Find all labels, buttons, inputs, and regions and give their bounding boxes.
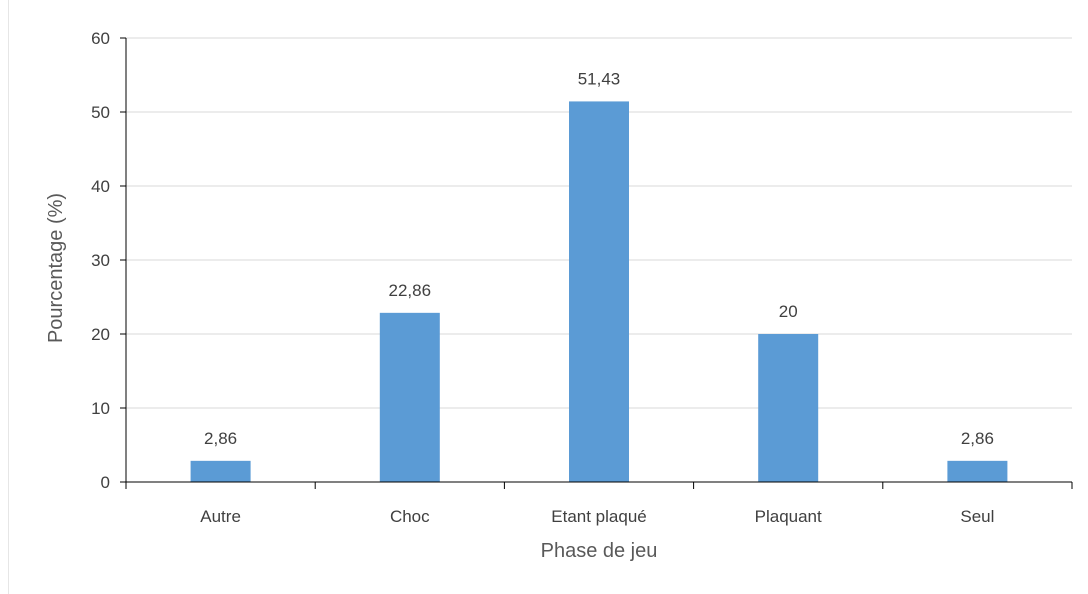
x-axis-label: Phase de jeu	[541, 540, 658, 562]
bar	[758, 334, 819, 482]
y-tick-label: 10	[91, 399, 110, 418]
y-tick-label: 60	[91, 29, 110, 48]
y-tick-label: 20	[91, 325, 110, 344]
data-label: 22,86	[389, 281, 432, 300]
bar	[379, 312, 440, 482]
gridlines	[126, 37, 1072, 409]
x-tick-label: Choc	[390, 507, 430, 526]
x-tick-labels: Autre Choc Etant plaqué Plaquant Seul	[200, 507, 994, 526]
axes	[120, 37, 1073, 489]
x-tick-label: Autre	[200, 507, 241, 526]
data-labels: 2,86 22,86 51,43 20 2,86	[204, 69, 994, 447]
y-tick-label: 30	[91, 251, 110, 270]
data-label: 2,86	[961, 429, 994, 448]
data-label: 2,86	[204, 429, 237, 448]
data-label: 51,43	[578, 69, 621, 88]
y-tick-label: 0	[101, 473, 110, 492]
left-frame-border	[8, 0, 9, 594]
x-tick-label: Etant plaqué	[551, 507, 646, 526]
data-label: 20	[779, 302, 798, 321]
bar	[190, 460, 251, 482]
bars	[190, 101, 1008, 482]
bar	[947, 460, 1008, 482]
y-tick-labels: 0 10 20 30 40 50 60	[91, 29, 110, 492]
x-tick-label: Plaquant	[755, 507, 822, 526]
y-tick-label: 50	[91, 103, 110, 122]
bar	[569, 101, 629, 482]
y-tick-label: 40	[91, 177, 110, 196]
y-axis-label: Pourcentage (%)	[45, 193, 67, 343]
x-tick-label: Seul	[960, 507, 994, 526]
